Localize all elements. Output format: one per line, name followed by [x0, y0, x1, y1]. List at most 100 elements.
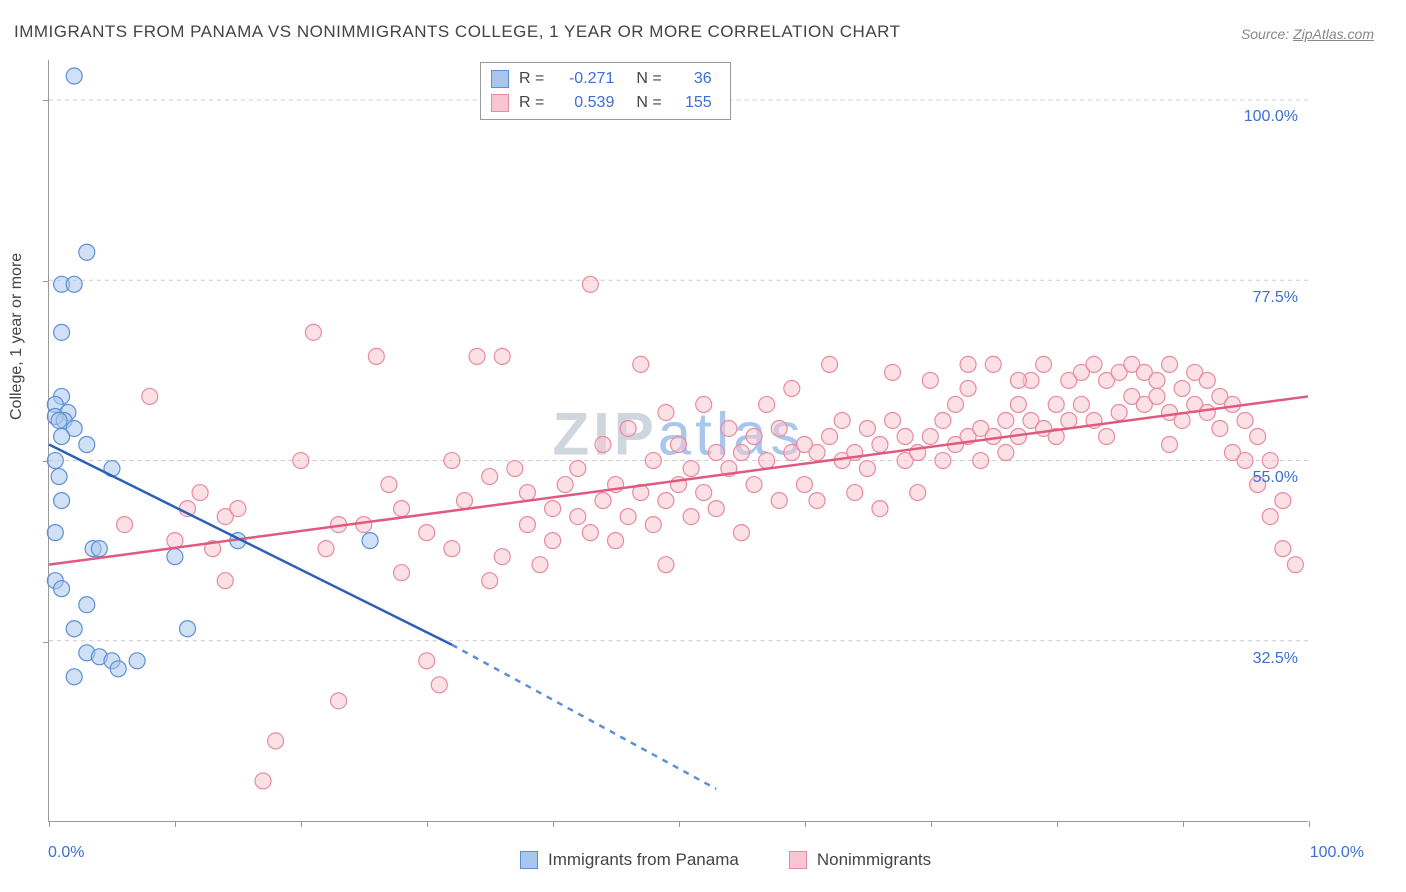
data-point[interactable]	[47, 453, 63, 469]
data-point[interactable]	[746, 477, 762, 493]
data-point[interactable]	[1174, 380, 1190, 396]
data-point[interactable]	[1036, 356, 1052, 372]
data-point[interactable]	[759, 396, 775, 412]
data-point[interactable]	[1111, 404, 1127, 420]
data-point[interactable]	[54, 581, 70, 597]
data-point[interactable]	[54, 429, 70, 445]
data-point[interactable]	[859, 461, 875, 477]
data-point[interactable]	[66, 621, 82, 637]
data-point[interactable]	[66, 669, 82, 685]
data-point[interactable]	[110, 661, 126, 677]
data-point[interactable]	[947, 396, 963, 412]
data-point[interactable]	[935, 453, 951, 469]
data-point[interactable]	[935, 412, 951, 428]
data-point[interactable]	[570, 509, 586, 525]
data-point[interactable]	[431, 677, 447, 693]
data-point[interactable]	[645, 517, 661, 533]
data-point[interactable]	[746, 429, 762, 445]
data-point[interactable]	[872, 437, 888, 453]
data-point[interactable]	[633, 356, 649, 372]
data-point[interactable]	[167, 549, 183, 565]
data-point[interactable]	[708, 501, 724, 517]
data-point[interactable]	[822, 356, 838, 372]
data-point[interactable]	[998, 445, 1014, 461]
data-point[interactable]	[771, 420, 787, 436]
data-point[interactable]	[54, 324, 70, 340]
data-point[interactable]	[708, 445, 724, 461]
data-point[interactable]	[1275, 541, 1291, 557]
data-point[interactable]	[822, 429, 838, 445]
data-point[interactable]	[683, 509, 699, 525]
data-point[interactable]	[784, 380, 800, 396]
data-point[interactable]	[570, 461, 586, 477]
data-point[interactable]	[419, 653, 435, 669]
data-point[interactable]	[117, 517, 133, 533]
data-point[interactable]	[910, 485, 926, 501]
data-point[interactable]	[872, 501, 888, 517]
data-point[interactable]	[1010, 396, 1026, 412]
data-point[interactable]	[79, 437, 95, 453]
data-point[interactable]	[268, 733, 284, 749]
data-point[interactable]	[557, 477, 573, 493]
data-point[interactable]	[91, 541, 107, 557]
data-point[interactable]	[658, 557, 674, 573]
data-point[interactable]	[507, 461, 523, 477]
data-point[interactable]	[582, 525, 598, 541]
data-point[interactable]	[318, 541, 334, 557]
data-point[interactable]	[519, 485, 535, 501]
data-point[interactable]	[51, 469, 67, 485]
data-point[interactable]	[532, 557, 548, 573]
data-point[interactable]	[545, 533, 561, 549]
data-point[interactable]	[482, 469, 498, 485]
data-point[interactable]	[973, 453, 989, 469]
data-point[interactable]	[482, 573, 498, 589]
data-point[interactable]	[733, 445, 749, 461]
data-point[interactable]	[1086, 356, 1102, 372]
data-point[interactable]	[217, 573, 233, 589]
data-point[interactable]	[54, 493, 70, 509]
data-point[interactable]	[595, 437, 611, 453]
data-point[interactable]	[696, 485, 712, 501]
data-point[interactable]	[394, 565, 410, 581]
data-point[interactable]	[582, 276, 598, 292]
data-point[interactable]	[1262, 453, 1278, 469]
data-point[interactable]	[545, 501, 561, 517]
data-point[interactable]	[66, 68, 82, 84]
data-point[interactable]	[192, 485, 208, 501]
data-point[interactable]	[469, 348, 485, 364]
data-point[interactable]	[142, 388, 158, 404]
data-point[interactable]	[897, 429, 913, 445]
data-point[interactable]	[721, 420, 737, 436]
data-point[interactable]	[1224, 396, 1240, 412]
data-point[interactable]	[293, 453, 309, 469]
data-point[interactable]	[859, 420, 875, 436]
data-point[interactable]	[960, 380, 976, 396]
data-point[interactable]	[381, 477, 397, 493]
source-link[interactable]: ZipAtlas.com	[1293, 26, 1374, 42]
data-point[interactable]	[733, 525, 749, 541]
data-point[interactable]	[1250, 429, 1266, 445]
data-point[interactable]	[1061, 412, 1077, 428]
data-point[interactable]	[834, 412, 850, 428]
data-point[interactable]	[368, 348, 384, 364]
data-point[interactable]	[658, 493, 674, 509]
data-point[interactable]	[444, 453, 460, 469]
data-point[interactable]	[645, 453, 661, 469]
data-point[interactable]	[759, 453, 775, 469]
data-point[interactable]	[683, 461, 699, 477]
data-point[interactable]	[129, 653, 145, 669]
data-point[interactable]	[1048, 396, 1064, 412]
data-point[interactable]	[998, 412, 1014, 428]
data-point[interactable]	[362, 533, 378, 549]
data-point[interactable]	[885, 412, 901, 428]
data-point[interactable]	[1237, 453, 1253, 469]
data-point[interactable]	[51, 412, 67, 428]
data-point[interactable]	[960, 356, 976, 372]
data-point[interactable]	[796, 477, 812, 493]
data-point[interactable]	[1212, 420, 1228, 436]
data-point[interactable]	[1099, 429, 1115, 445]
data-point[interactable]	[1149, 372, 1165, 388]
data-point[interactable]	[847, 485, 863, 501]
data-point[interactable]	[608, 533, 624, 549]
data-point[interactable]	[494, 549, 510, 565]
